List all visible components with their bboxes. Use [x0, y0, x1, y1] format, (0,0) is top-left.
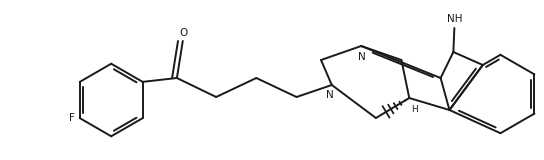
Text: H: H	[411, 105, 418, 114]
Text: N: N	[358, 52, 366, 62]
Text: NH: NH	[447, 14, 462, 24]
Text: F: F	[69, 113, 75, 123]
Text: N: N	[326, 90, 334, 100]
Text: O: O	[179, 28, 188, 38]
